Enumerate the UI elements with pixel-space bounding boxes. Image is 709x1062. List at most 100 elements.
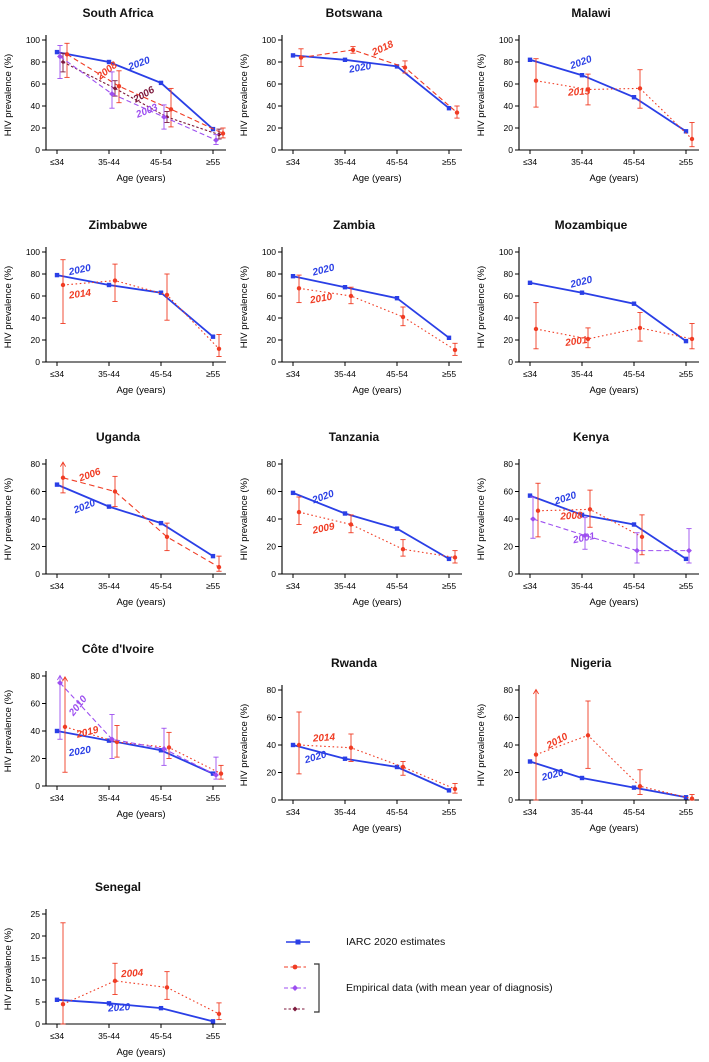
year-label: 2010	[308, 292, 333, 307]
legend: IARC 2020 estimates Empirical data (with…	[282, 936, 682, 1016]
year-label: 2008	[559, 510, 583, 522]
panel-title: Uganda	[95, 430, 140, 444]
axes: 0 20 40 60 80 ≤34 35-44 45-54 ≥55	[504, 685, 699, 817]
y-tick-label: 80	[267, 459, 277, 469]
x-tick-label: 35-44	[334, 157, 356, 167]
x-tick-label: 45-54	[386, 581, 408, 591]
y-tick-label: 0	[35, 145, 40, 155]
chart-svg-nigeria: 0 20 40 60 80 ≤34 35-44 45-54 ≥55 HIV prevalence …	[476, 685, 699, 834]
marker-square	[394, 64, 400, 69]
marker-diamond	[112, 86, 118, 91]
x-tick-label: 35-44	[571, 581, 593, 591]
panel-title: Rwanda	[330, 656, 377, 670]
x-axis-label: Age (years)	[116, 173, 165, 184]
marker-square	[54, 997, 60, 1002]
x-tick-label: ≥55	[442, 581, 456, 591]
marker-diamond	[216, 132, 222, 137]
x-axis-label: Age (years)	[589, 385, 638, 396]
y-tick-label: 20	[267, 542, 277, 552]
marker-square	[210, 1019, 216, 1024]
x-tick-label: ≤34	[523, 581, 537, 591]
axis-line	[518, 459, 699, 575]
y-axis-label: HIV prevalence (%)	[476, 478, 487, 560]
y-tick-label: 25	[31, 909, 41, 919]
y-tick-label: 20	[504, 542, 514, 552]
marker-square	[106, 504, 112, 509]
year-label: 2020	[67, 263, 92, 279]
x-axis-label: Age (years)	[116, 1047, 165, 1058]
x-axis-label: Age (years)	[352, 385, 401, 396]
y-tick-label: 20	[504, 123, 514, 133]
series-2001: 2001	[530, 496, 692, 564]
y-tick-label: 20	[504, 335, 514, 345]
y-tick-label: 60	[31, 487, 41, 497]
y-tick-label: 80	[267, 57, 277, 67]
marker-square	[54, 49, 60, 55]
marker-square	[631, 785, 637, 790]
x-tick-label: 35-44	[98, 793, 120, 803]
x-tick-label: 45-54	[150, 157, 172, 167]
series-line	[62, 477, 220, 568]
marker-circle	[60, 282, 66, 288]
year-label: 2020	[126, 55, 152, 73]
marker-diamond	[161, 745, 167, 752]
marker-square	[342, 57, 348, 62]
y-tick-label: 40	[31, 101, 41, 111]
y-tick-label: 40	[267, 313, 277, 323]
chart-svg-botswana: 0 20 40 60 80 100 ≤34 35-44 45-54 ≥55 HIV prevalen…	[239, 35, 462, 184]
y-tick-label: 40	[31, 514, 41, 524]
axis-line	[281, 247, 462, 363]
year-label: 2020	[540, 767, 566, 783]
marker-circle	[296, 509, 302, 515]
marker-square	[683, 338, 689, 344]
axes: 0 20 40 60 80 ≤34 35-44 45-54 ≥55	[31, 459, 226, 591]
marker-circle	[62, 724, 68, 730]
marker-square	[290, 274, 296, 279]
marker-square	[446, 788, 452, 793]
x-tick-label: ≥55	[206, 581, 220, 591]
marker-circle	[350, 47, 356, 53]
x-tick-label: 35-44	[334, 807, 356, 817]
marker-circle	[112, 489, 118, 494]
chart-svg-kenya: 0 20 40 60 80 ≤34 35-44 45-54 ≥55 HIV prevalence …	[476, 459, 699, 608]
series-2020: 2020	[527, 759, 689, 800]
marker-circle	[689, 796, 695, 801]
marker-square	[158, 520, 164, 526]
marker-square	[683, 795, 689, 800]
x-tick-label: 45-54	[386, 369, 408, 379]
axes: 0 20 40 60 80 100 ≤34 35-44 45-54 ≥55	[262, 247, 462, 379]
marker-diamond	[109, 91, 115, 97]
marker-circle	[637, 325, 643, 331]
series-line	[529, 281, 687, 342]
legend-item-iarc-2020: IARC 2020 estimates	[282, 936, 682, 948]
y-tick-label: 40	[504, 313, 514, 323]
year-label: 2020	[310, 262, 336, 278]
series-2019: 2019	[62, 675, 224, 780]
y-tick-label: 0	[35, 781, 40, 791]
series-2015: 2015	[533, 58, 695, 148]
chart-svg-zimbabwe: 0 20 40 60 80 100 ≤34 35-44 45-54 ≥55 HIV prevalen…	[3, 247, 226, 396]
year-label: 2001	[571, 531, 596, 547]
marker-square	[210, 334, 216, 339]
marker-circle	[348, 522, 354, 527]
marker-circle	[164, 534, 170, 540]
x-axis-label: Age (years)	[116, 809, 165, 820]
y-tick-label: 40	[504, 740, 514, 750]
marker-circle	[452, 786, 458, 792]
x-tick-label: ≤34	[286, 369, 300, 379]
marker-circle	[585, 336, 591, 342]
y-tick-label: 60	[504, 79, 514, 89]
marker-square	[683, 556, 689, 562]
y-axis-label: HIV prevalence (%)	[239, 478, 250, 560]
axis-line	[518, 247, 699, 363]
series-line	[535, 80, 693, 140]
y-tick-label: 20	[31, 754, 41, 764]
x-tick-label: ≥55	[206, 157, 220, 167]
y-tick-label: 60	[504, 291, 514, 301]
x-tick-label: ≤34	[50, 1031, 64, 1041]
series-2020: 2020	[290, 53, 452, 111]
marker-circle	[348, 293, 354, 299]
x-tick-label: ≥55	[206, 1031, 220, 1041]
year-label: 2010	[67, 694, 90, 719]
marker-square	[446, 335, 452, 340]
